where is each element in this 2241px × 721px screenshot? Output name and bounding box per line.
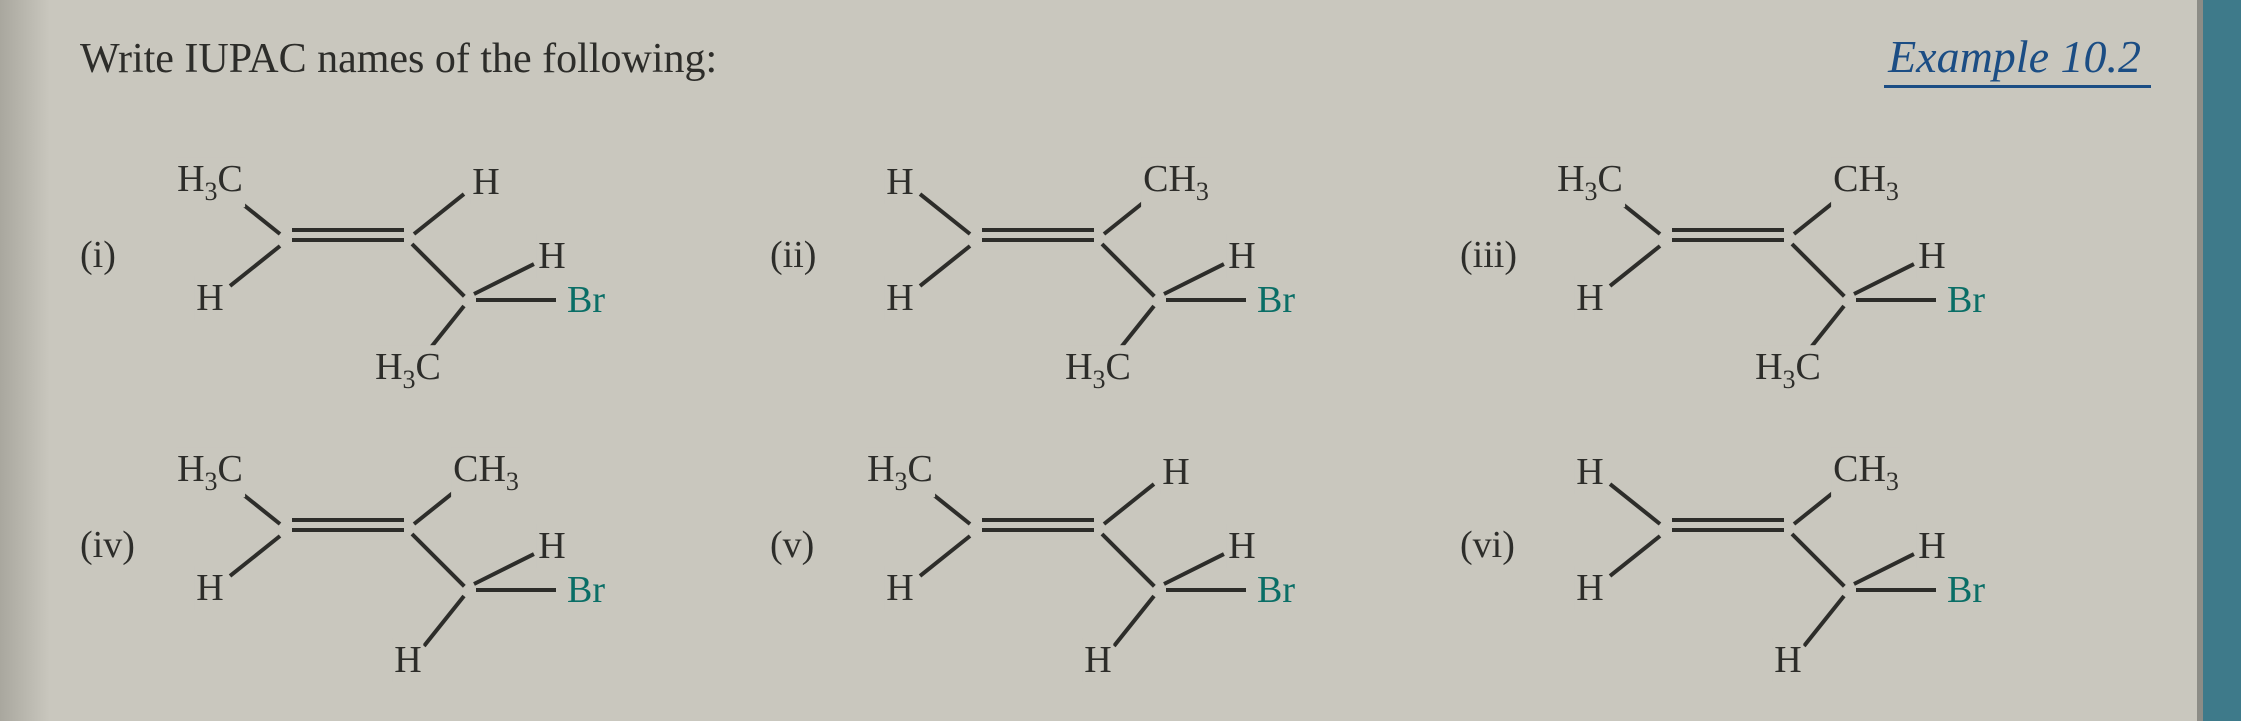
label-vi: (vi)	[1460, 523, 1530, 567]
example-label: Example 10.2	[1884, 30, 2151, 88]
group-c1-top: H3C	[865, 447, 935, 497]
item-vi: (vi) HHCH3HBrH	[1460, 420, 2150, 670]
group-c3-bottom: H	[1772, 638, 1803, 682]
single-bond	[1163, 262, 1225, 296]
group-c2-top: CH3	[1831, 447, 1901, 497]
group-c3-br: Br	[1255, 568, 1297, 612]
group-c3-bottom: H	[392, 638, 423, 682]
label-i: (i)	[80, 233, 150, 277]
prompt-text: Write IUPAC names of the following:	[80, 35, 717, 83]
single-bond	[1791, 243, 1846, 298]
group-c1-bottom: H	[884, 566, 915, 610]
single-bond	[1101, 533, 1156, 588]
group-c2-top: CH3	[451, 447, 521, 497]
single-bond	[919, 192, 971, 235]
item-iii: (iii) H3CHCH3HBrH3C	[1460, 130, 2150, 380]
single-bond	[422, 595, 465, 647]
molecule-i: H3CHHHBrH3C	[168, 130, 588, 380]
single-bond	[1853, 262, 1915, 296]
single-bond	[476, 298, 556, 302]
group-c2-top: H	[1160, 450, 1191, 494]
group-c1-top: H3C	[175, 157, 245, 207]
single-bond	[1856, 298, 1936, 302]
single-bond	[1166, 588, 1246, 592]
item-iv: (iv) H3CHCH3HBrH	[80, 420, 770, 670]
group-c3-bottom: H3C	[1063, 345, 1133, 395]
single-bond	[473, 262, 535, 296]
molecule-iv: H3CHCH3HBrH	[168, 420, 588, 670]
single-bond	[411, 533, 466, 588]
single-bond	[1112, 595, 1155, 647]
structure-row-2: (iv) H3CHCH3HBrH (v) H3CHHHBrH (vi) HHCH…	[80, 420, 2151, 670]
item-v: (v) H3CHHHBrH	[770, 420, 1460, 670]
header: Write IUPAC names of the following: Exam…	[80, 30, 2151, 88]
group-c3-br: Br	[1255, 278, 1297, 322]
single-bond	[919, 244, 971, 287]
single-bond	[1802, 595, 1845, 647]
group-c1-bottom: H	[194, 566, 225, 610]
single-bond	[1791, 533, 1846, 588]
group-c1-top: H	[884, 160, 915, 204]
group-c2-top: CH3	[1141, 157, 1211, 207]
single-bond	[1103, 482, 1155, 525]
group-c3-top: H	[1916, 234, 1947, 278]
group-c2-top: CH3	[1831, 157, 1901, 207]
single-bond	[1101, 243, 1156, 298]
single-bond	[919, 534, 971, 577]
single-bond	[1166, 298, 1246, 302]
group-c2-top: H	[470, 160, 501, 204]
molecule-vi: HHCH3HBrH	[1548, 420, 1968, 670]
molecule-iii: H3CHCH3HBrH3C	[1548, 130, 1968, 380]
group-c3-bottom: H	[1082, 638, 1113, 682]
double-bond	[1672, 238, 1784, 242]
group-c3-br: Br	[565, 278, 607, 322]
single-bond	[1163, 552, 1225, 586]
page-gutter	[0, 0, 50, 721]
group-c1-top: H3C	[1555, 157, 1625, 207]
group-c1-top: H3C	[175, 447, 245, 497]
group-c1-bottom: H	[1574, 276, 1605, 320]
label-ii: (ii)	[770, 233, 840, 277]
single-bond	[1609, 482, 1661, 525]
page-edge-right	[2197, 0, 2241, 721]
double-bond	[1672, 528, 1784, 532]
double-bond	[292, 528, 404, 532]
group-c3-br: Br	[1945, 278, 1987, 322]
group-c3-top: H	[1916, 524, 1947, 568]
single-bond	[229, 244, 281, 287]
single-bond	[1856, 588, 1936, 592]
group-c3-top: H	[1226, 234, 1257, 278]
group-c3-bottom: H3C	[373, 345, 443, 395]
single-bond	[473, 552, 535, 586]
single-bond	[1853, 552, 1915, 586]
single-bond	[413, 192, 465, 235]
group-c3-bottom: H3C	[1753, 345, 1823, 395]
double-bond	[292, 238, 404, 242]
double-bond	[982, 238, 1094, 242]
group-c1-bottom: H	[1574, 566, 1605, 610]
group-c3-top: H	[536, 524, 567, 568]
group-c3-br: Br	[1945, 568, 1987, 612]
single-bond	[411, 243, 466, 298]
single-bond	[476, 588, 556, 592]
single-bond	[1609, 534, 1661, 577]
item-i: (i) H3CHHHBrH3C	[80, 130, 770, 380]
label-iv: (iv)	[80, 523, 150, 567]
single-bond	[1609, 244, 1661, 287]
double-bond	[982, 528, 1094, 532]
single-bond	[229, 534, 281, 577]
group-c1-bottom: H	[194, 276, 225, 320]
group-c3-top: H	[536, 234, 567, 278]
group-c1-bottom: H	[884, 276, 915, 320]
structure-row-1: (i) H3CHHHBrH3C (ii) HHCH3HBrH3C (iii) H…	[80, 130, 2151, 380]
molecule-v: H3CHHHBrH	[858, 420, 1278, 670]
label-v: (v)	[770, 523, 840, 567]
label-iii: (iii)	[1460, 233, 1530, 277]
molecule-ii: HHCH3HBrH3C	[858, 130, 1278, 380]
group-c3-br: Br	[565, 568, 607, 612]
group-c1-top: H	[1574, 450, 1605, 494]
group-c3-top: H	[1226, 524, 1257, 568]
item-ii: (ii) HHCH3HBrH3C	[770, 130, 1460, 380]
